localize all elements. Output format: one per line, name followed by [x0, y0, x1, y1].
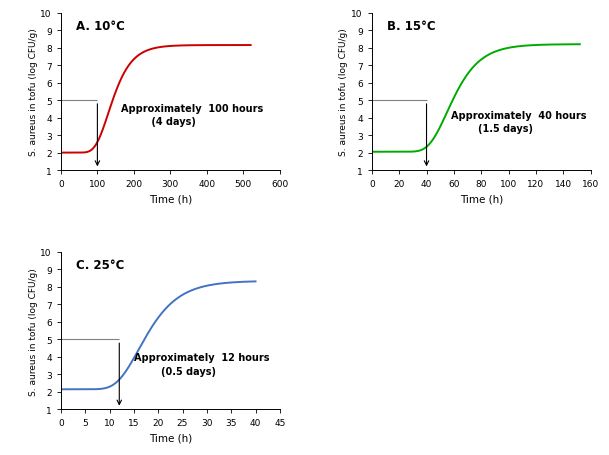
Y-axis label: S. aureus in tofu (log CFU/g): S. aureus in tofu (log CFU/g) — [29, 267, 38, 394]
X-axis label: Time (h): Time (h) — [149, 194, 192, 204]
X-axis label: Time (h): Time (h) — [460, 194, 503, 204]
Text: C. 25°C: C. 25°C — [76, 259, 125, 272]
Y-axis label: S. aureus in tofu (log CFU/g): S. aureus in tofu (log CFU/g) — [29, 29, 38, 156]
Text: Approximately  100 hours
         (4 days): Approximately 100 hours (4 days) — [121, 103, 263, 126]
X-axis label: Time (h): Time (h) — [149, 433, 192, 443]
Text: Approximately  40 hours
        (1.5 days): Approximately 40 hours (1.5 days) — [451, 110, 586, 133]
Text: B. 15°C: B. 15°C — [387, 20, 436, 33]
Text: Approximately  12 hours
        (0.5 days): Approximately 12 hours (0.5 days) — [134, 353, 269, 376]
Y-axis label: S. aureus in tofu (log CFU/g): S. aureus in tofu (log CFU/g) — [339, 29, 348, 156]
Text: A. 10°C: A. 10°C — [76, 20, 125, 33]
